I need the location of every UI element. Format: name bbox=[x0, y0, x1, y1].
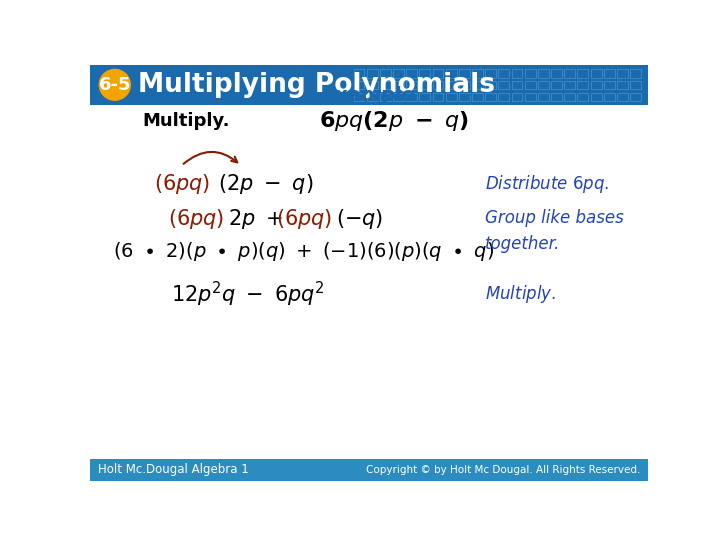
Bar bbox=[630, 92, 641, 101]
Bar bbox=[446, 81, 456, 90]
Bar bbox=[354, 92, 364, 101]
Text: $(-\mathit{q})$: $(-\mathit{q})$ bbox=[336, 207, 384, 231]
Bar bbox=[498, 81, 509, 90]
Text: $(6\mathit{pq})$: $(6\mathit{pq})$ bbox=[168, 207, 224, 231]
Bar bbox=[485, 81, 496, 90]
Bar bbox=[538, 81, 549, 90]
Bar bbox=[380, 81, 391, 90]
Bar bbox=[406, 81, 417, 90]
Bar bbox=[393, 70, 404, 78]
Text: Holt Mc.Dougal Algebra 1: Holt Mc.Dougal Algebra 1 bbox=[98, 463, 248, 476]
Text: Example: Example bbox=[323, 86, 415, 105]
Text: $2\mathit{p}\ +$: $2\mathit{p}\ +$ bbox=[228, 207, 283, 231]
Bar bbox=[446, 70, 456, 78]
Bar bbox=[604, 92, 615, 101]
Text: $(6\mathit{pq})$: $(6\mathit{pq})$ bbox=[153, 172, 210, 196]
Bar bbox=[617, 92, 628, 101]
Bar bbox=[90, 65, 648, 105]
Bar bbox=[472, 70, 483, 78]
Bar bbox=[577, 81, 588, 90]
Bar bbox=[525, 70, 536, 78]
Bar bbox=[498, 92, 509, 101]
Bar bbox=[446, 92, 456, 101]
Text: 6-5: 6-5 bbox=[99, 76, 131, 94]
Bar bbox=[459, 70, 469, 78]
Bar bbox=[380, 70, 391, 78]
Bar bbox=[472, 81, 483, 90]
Bar bbox=[564, 92, 575, 101]
Bar bbox=[366, 81, 377, 90]
Bar bbox=[433, 70, 444, 78]
Bar bbox=[393, 81, 404, 90]
Bar bbox=[485, 92, 496, 101]
Text: $(6\mathit{pq})$: $(6\mathit{pq})$ bbox=[276, 207, 333, 231]
Bar bbox=[630, 81, 641, 90]
Bar bbox=[577, 70, 588, 78]
Bar bbox=[459, 92, 469, 101]
Text: Copyright © by Holt Mc Dougal. All Rights Reserved.: Copyright © by Holt Mc Dougal. All Right… bbox=[366, 465, 640, 475]
Bar bbox=[406, 70, 417, 78]
Bar bbox=[590, 81, 601, 90]
Bar bbox=[551, 81, 562, 90]
Bar bbox=[630, 70, 641, 78]
Bar bbox=[366, 92, 377, 101]
Bar bbox=[366, 70, 377, 78]
Bar bbox=[590, 92, 601, 101]
Bar bbox=[512, 92, 523, 101]
Bar bbox=[393, 92, 404, 101]
Bar bbox=[564, 81, 575, 90]
Bar bbox=[525, 92, 536, 101]
Bar bbox=[617, 70, 628, 78]
Bar bbox=[512, 81, 523, 90]
Bar bbox=[525, 81, 536, 90]
Bar bbox=[433, 92, 444, 101]
Bar bbox=[538, 92, 549, 101]
Bar bbox=[354, 81, 364, 90]
Bar bbox=[512, 70, 523, 78]
Bar bbox=[551, 70, 562, 78]
Bar bbox=[459, 81, 469, 90]
Bar bbox=[419, 70, 431, 78]
Bar bbox=[485, 70, 496, 78]
Text: $(6\ \bullet\ 2)(\mathit{p}\ \bullet\ \mathit{p})(\mathit{q})\ +\ (-1)(6)(\mathi: $(6\ \bullet\ 2)(\mathit{p}\ \bullet\ \m… bbox=[113, 240, 495, 262]
Text: $\mathbf{6\mathit{pq}(2\mathit{p}\ -\ \mathit{q})}$: $\mathbf{6\mathit{pq}(2\mathit{p}\ -\ \m… bbox=[319, 109, 468, 133]
Bar bbox=[90, 459, 648, 481]
Bar bbox=[472, 92, 483, 101]
Text: Multiplying Polynomials: Multiplying Polynomials bbox=[138, 72, 495, 98]
Bar bbox=[577, 92, 588, 101]
Bar bbox=[564, 70, 575, 78]
Bar bbox=[354, 70, 364, 78]
Bar bbox=[617, 81, 628, 90]
Bar bbox=[380, 92, 391, 101]
Bar bbox=[604, 70, 615, 78]
Text: $(2\mathit{p}\ -\ \mathit{q})$: $(2\mathit{p}\ -\ \mathit{q})$ bbox=[218, 172, 313, 196]
Bar bbox=[433, 81, 444, 90]
Bar bbox=[538, 70, 549, 78]
Bar bbox=[590, 70, 601, 78]
Bar bbox=[406, 92, 417, 101]
Bar bbox=[419, 92, 431, 101]
FancyArrowPatch shape bbox=[184, 152, 238, 164]
Bar bbox=[419, 81, 431, 90]
Bar bbox=[498, 70, 509, 78]
Text: $\mathit{Multiply.}$: $\mathit{Multiply.}$ bbox=[485, 284, 557, 305]
Text: Multiply.: Multiply. bbox=[143, 112, 230, 130]
Text: Group like bases
together.: Group like bases together. bbox=[485, 209, 624, 253]
Text: $12\mathit{p}^{2}\mathit{q}\ -\ 6\mathit{p}\mathit{q}^{2}$: $12\mathit{p}^{2}\mathit{q}\ -\ 6\mathit… bbox=[171, 280, 325, 309]
Bar bbox=[551, 92, 562, 101]
Bar bbox=[604, 81, 615, 90]
Circle shape bbox=[99, 70, 130, 100]
Text: $\mathit{Distribute\ 6pq.}$: $\mathit{Distribute\ 6pq.}$ bbox=[485, 173, 610, 195]
